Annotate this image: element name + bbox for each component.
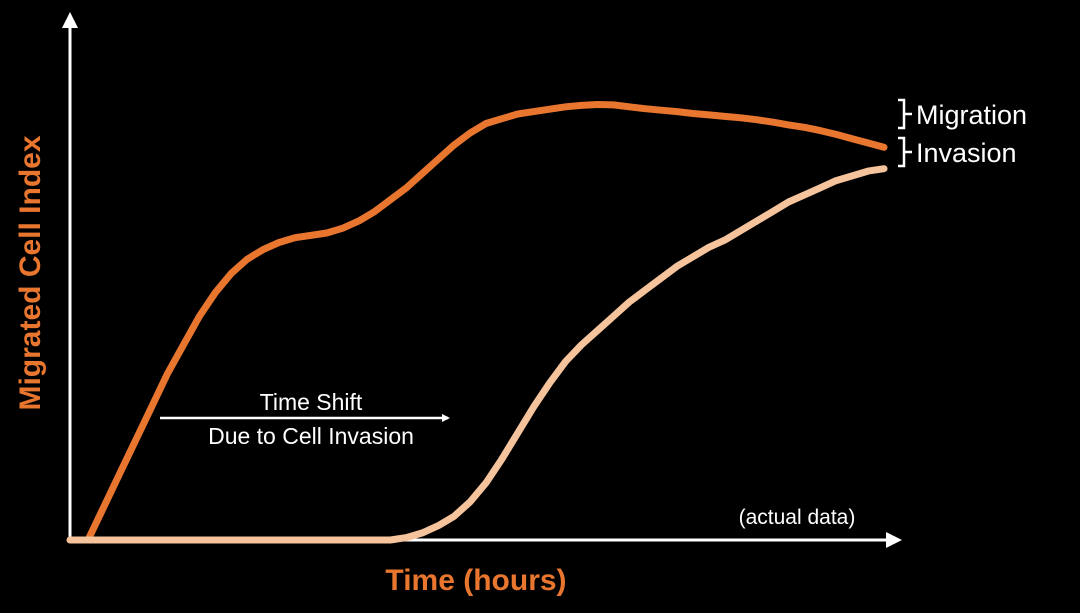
legend-label-invasion: Invasion (916, 138, 1017, 168)
y-axis-title: Migrated Cell Index (14, 135, 47, 410)
actual-data-note: (actual data) (739, 506, 856, 529)
time-shift-label-line1: Time Shift (260, 389, 363, 415)
series-line-invasion (66, 165, 888, 544)
series-line-migration (84, 101, 888, 544)
x-axis-arrow-icon (886, 532, 902, 548)
time-shift-label-line2: Due to Cell Invasion (208, 423, 414, 449)
invasion-bracket (898, 136, 912, 168)
migration-bracket (898, 98, 912, 130)
legend-label-migration: Migration (916, 100, 1027, 130)
y-axis-arrow-icon (62, 12, 78, 28)
x-axis-title: Time (hours) (385, 564, 566, 597)
